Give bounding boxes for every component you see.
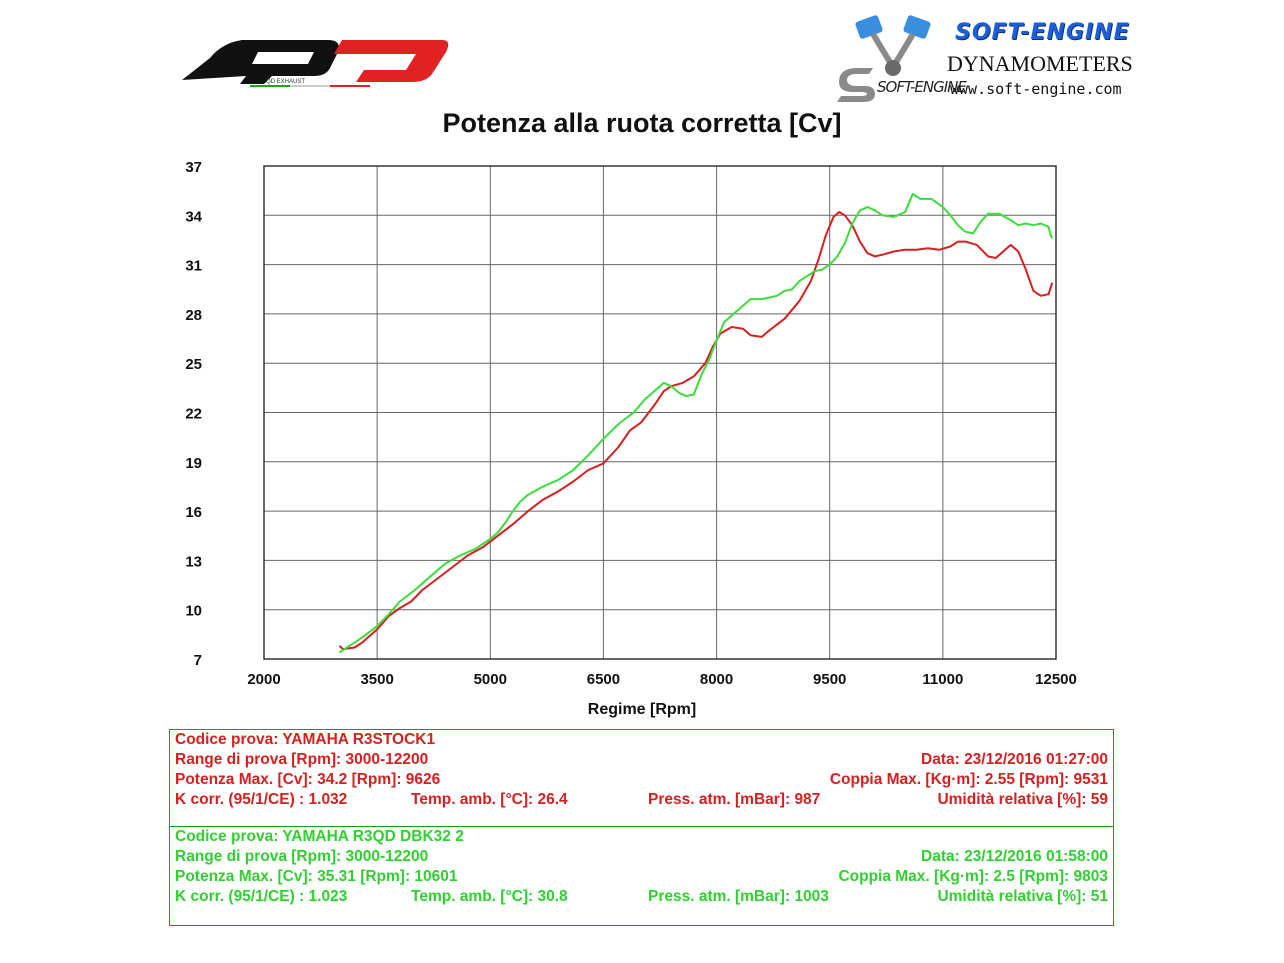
y-tick-5: 22: [185, 406, 202, 423]
red-data: Data: 23/12/2016 01:27:00: [921, 751, 1108, 768]
series-line-1: [338, 192, 1054, 654]
red-codice: Codice prova: YAMAHA R3STOCK1: [175, 731, 436, 748]
soft-engine-brand: SOFT-ENGINE: [955, 20, 1130, 45]
y-tick-0: 7: [194, 652, 202, 669]
red-coppia: Coppia Max. [Kg·m]: 2.55 [Rpm]: 9531: [829, 771, 1108, 788]
red-press: Press. atm. [mBar]: 987: [648, 791, 821, 808]
y-tick-7: 28: [185, 307, 202, 324]
power-chart: 7 10 13 16 19 22 25 28 31 34 37 2000 3500 5000 6500 80…: [185, 159, 1077, 718]
y-tick-9: 34: [185, 208, 202, 225]
red-potenza: Potenza Max. [Cv]: 34.2 [Rpm]: 9626: [175, 771, 441, 788]
y-tick-6: 25: [185, 356, 202, 373]
x-tick-1: 3500: [360, 671, 393, 688]
x-axis-label: Regime [Rpm]: [588, 701, 696, 718]
y-tick-1: 10: [185, 603, 202, 620]
green-temp: Temp. amb. [°C]: 30.8: [411, 888, 568, 905]
y-tick-10: 37: [185, 159, 202, 176]
red-kcorr: K corr. (95/1/CE) : 1.032: [175, 791, 348, 808]
green-potenza: Potenza Max. [Cv]: 35.31 [Rpm]: 10601: [175, 868, 458, 885]
chart-title: Potenza alla ruota corretta [Cv]: [442, 108, 842, 138]
test-info-green: Codice prova: YAMAHA R3QD DBK32 2 Range …: [169, 827, 1114, 926]
green-umid: Umidità relativa [%]: 51: [937, 888, 1108, 905]
y-tick-labels: 7 10 13 16 19 22 25 28 31 34 37: [185, 159, 202, 669]
soft-engine-logo-text: SOFT-ENGINE: [877, 78, 967, 96]
x-tick-labels: 2000 3500 5000 6500 8000 9500 11000 12500: [247, 671, 1077, 688]
x-tick-7: 12500: [1035, 671, 1077, 688]
y-tick-3: 16: [185, 504, 202, 521]
plot-frame: [263, 165, 1057, 660]
green-coppia: Coppia Max. [Kg·m]: 2.5 [Rpm]: 9803: [838, 868, 1108, 885]
green-range: Range di prova [Rpm]: 3000-12200: [175, 848, 429, 865]
red-temp: Temp. amb. [°C]: 26.4: [411, 791, 568, 808]
y-tick-2: 13: [185, 553, 202, 570]
y-tick-8: 31: [185, 258, 202, 275]
red-umid: Umidità relativa [%]: 59: [937, 791, 1108, 808]
chart-grid: [263, 165, 1057, 660]
x-tick-0: 2000: [247, 671, 280, 688]
x-tick-2: 5000: [474, 671, 507, 688]
series-line-0: [338, 211, 1054, 651]
soft-engine-subtitle: DYNAMOMETERS: [947, 51, 1133, 76]
green-press: Press. atm. [mBar]: 1003: [648, 888, 829, 905]
red-range: Range di prova [Rpm]: 3000-12200: [175, 751, 429, 768]
soft-engine-pistons-icon: [837, 15, 931, 102]
green-kcorr: K corr. (95/1/CE) : 1.023: [175, 888, 348, 905]
x-tick-4: 8000: [700, 671, 733, 688]
green-data: Data: 23/12/2016 01:58:00: [921, 848, 1108, 865]
test-info-red: Codice prova: YAMAHA R3STOCK1 Range di p…: [169, 729, 1114, 827]
x-tick-5: 9500: [813, 671, 846, 688]
chart-series: [338, 192, 1054, 654]
x-tick-3: 6500: [587, 671, 620, 688]
soft-engine-url: www.soft-engine.com: [950, 80, 1122, 98]
y-tick-4: 19: [185, 455, 202, 472]
x-tick-6: 11000: [922, 671, 963, 688]
qd-exhaust-logo: QD EXHAUST: [182, 40, 449, 87]
qd-logo-caption: QD EXHAUST: [266, 79, 305, 85]
green-codice: Codice prova: YAMAHA R3QD DBK32 2: [175, 828, 464, 845]
